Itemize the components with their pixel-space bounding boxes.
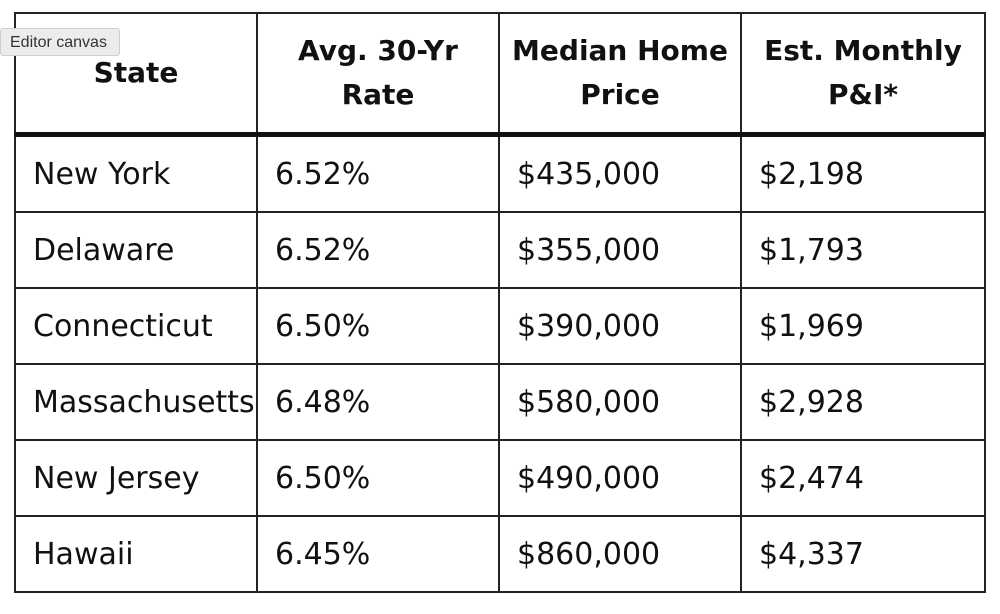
cell-rate: 6.50%: [256, 287, 500, 365]
table-row: New Jersey 6.50% $490,000 $2,474: [14, 439, 986, 517]
editor-canvas-label: Editor canvas: [0, 28, 120, 56]
table-row: Massachusetts 6.48% $580,000 $2,928: [14, 363, 986, 441]
cell-state: Massachusetts: [14, 363, 258, 441]
header-monthly-payment: Est. Monthly P&I*: [740, 12, 986, 137]
table-row: Connecticut 6.50% $390,000 $1,969: [14, 287, 986, 365]
cell-monthly-payment: $2,928: [740, 363, 986, 441]
cell-median-price: $355,000: [498, 211, 742, 289]
cell-rate: 6.52%: [256, 211, 500, 289]
cell-monthly-payment: $2,474: [740, 439, 986, 517]
cell-median-price: $490,000: [498, 439, 742, 517]
cell-monthly-payment: $1,969: [740, 287, 986, 365]
cell-state: New York: [14, 133, 258, 213]
cell-rate: 6.48%: [256, 363, 500, 441]
cell-state: Connecticut: [14, 287, 258, 365]
table-row: Hawaii 6.45% $860,000 $4,337: [14, 515, 986, 593]
table-row: Delaware 6.52% $355,000 $1,793: [14, 211, 986, 289]
table-row: New York 6.52% $435,000 $2,198: [14, 133, 986, 213]
cell-monthly-payment: $4,337: [740, 515, 986, 593]
cell-monthly-payment: $1,793: [740, 211, 986, 289]
table-body: New York 6.52% $435,000 $2,198 Delaware …: [14, 133, 986, 593]
cell-median-price: $580,000: [498, 363, 742, 441]
cell-median-price: $435,000: [498, 133, 742, 213]
header-median-price: Median Home Price: [498, 12, 742, 137]
mortgage-rates-table: State Avg. 30-Yr Rate Median Home Price …: [14, 12, 986, 593]
cell-state: New Jersey: [14, 439, 258, 517]
cell-state: Delaware: [14, 211, 258, 289]
cell-rate: 6.45%: [256, 515, 500, 593]
cell-rate: 6.50%: [256, 439, 500, 517]
cell-median-price: $390,000: [498, 287, 742, 365]
header-rate: Avg. 30-Yr Rate: [256, 12, 500, 137]
cell-median-price: $860,000: [498, 515, 742, 593]
table-header: State Avg. 30-Yr Rate Median Home Price …: [14, 12, 986, 137]
cell-monthly-payment: $2,198: [740, 133, 986, 213]
cell-state: Hawaii: [14, 515, 258, 593]
cell-rate: 6.52%: [256, 133, 500, 213]
header-state: State: [14, 12, 258, 137]
header-row: State Avg. 30-Yr Rate Median Home Price …: [14, 12, 986, 137]
